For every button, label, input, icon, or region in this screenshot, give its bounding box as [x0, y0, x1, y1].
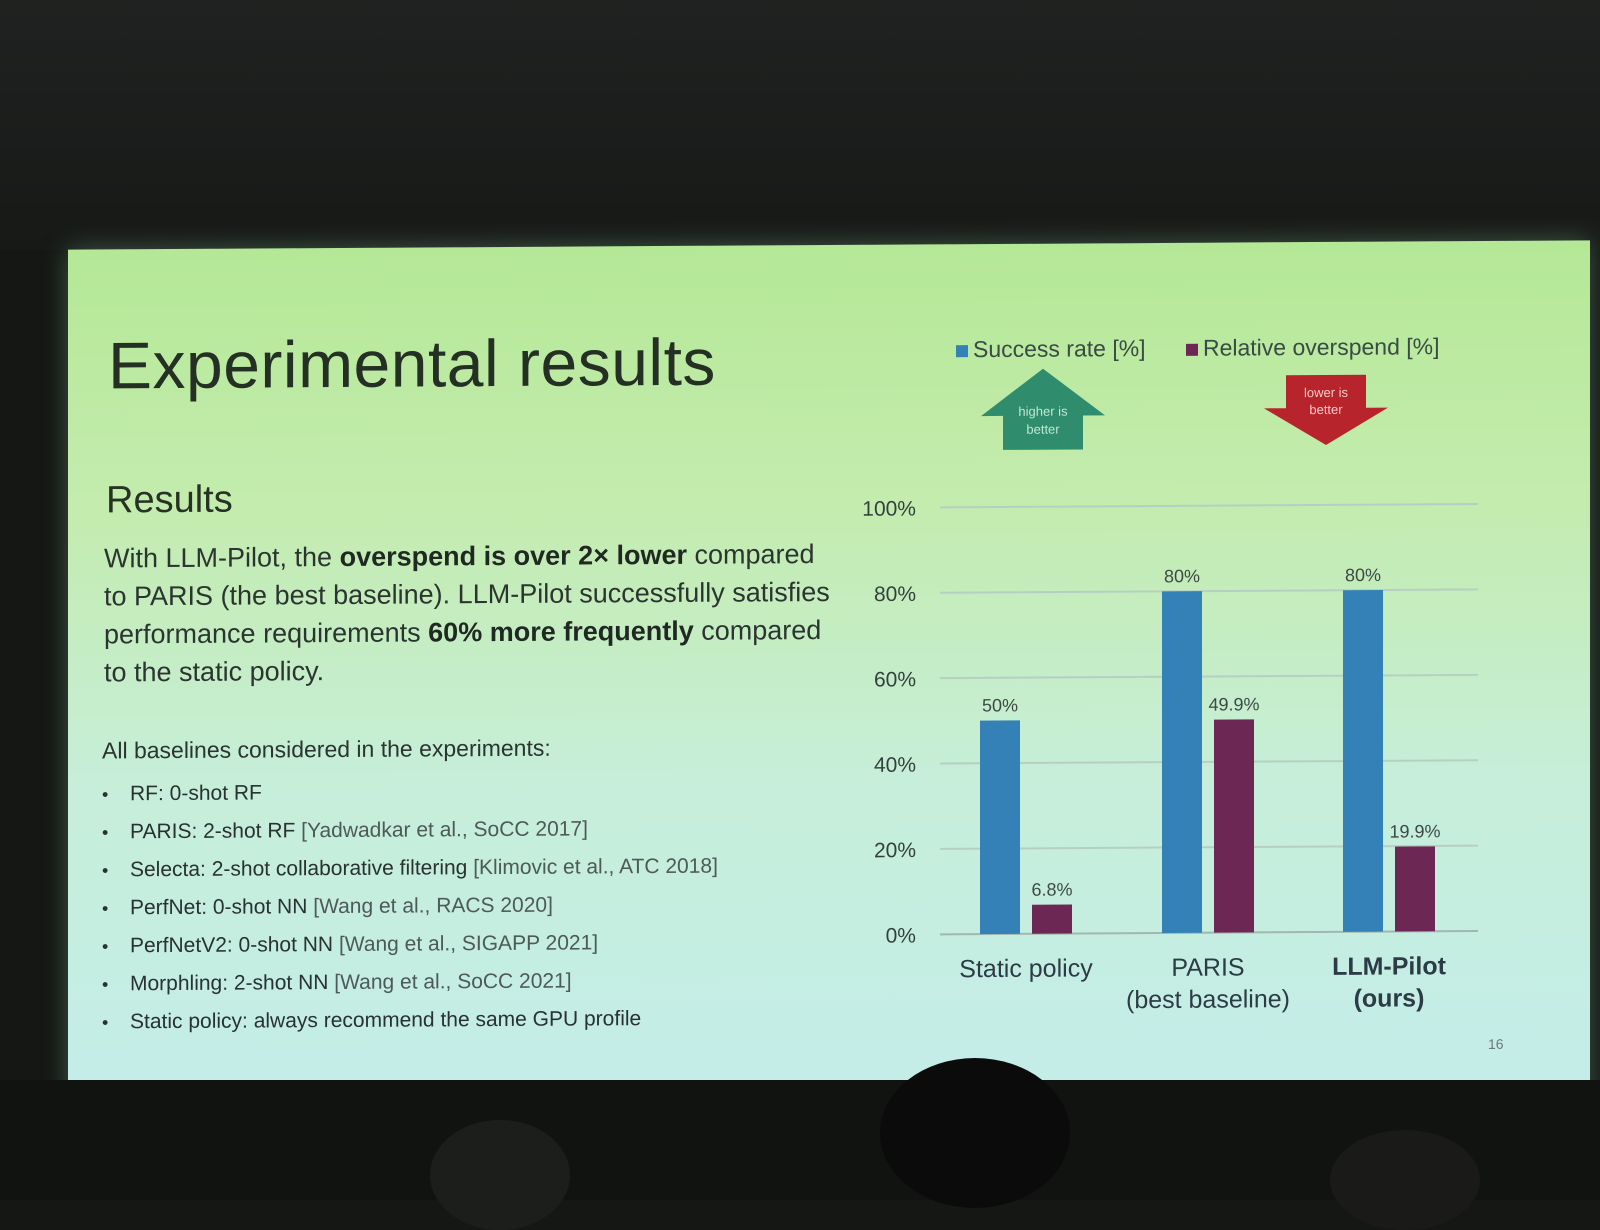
data-label: 50%: [982, 695, 1018, 715]
data-label: 19.9%: [1389, 821, 1440, 841]
projected-slide: Experimental results Results With LLM-Pi…: [68, 240, 1590, 1112]
bar: [1032, 904, 1072, 934]
data-label: 6.8%: [1031, 879, 1072, 899]
bar: [1162, 591, 1202, 933]
y-tick-label: 20%: [874, 839, 916, 862]
annotation-text: higher is: [1018, 404, 1068, 419]
data-label: 49.9%: [1208, 694, 1259, 714]
bar: [1395, 846, 1435, 932]
gridline: [940, 588, 1478, 594]
y-tick-label: 0%: [886, 924, 916, 947]
gridline: [940, 759, 1478, 765]
room-wall: [0, 0, 1600, 250]
bar-chart: 0% 20% 40% 60% 80% 100% 50% 80% 80% 6.8% 49.9% 19.9…: [862, 333, 1478, 1014]
annotation-text: lower is: [1304, 385, 1349, 400]
bar: [1214, 719, 1254, 933]
annotation-text: better: [1309, 402, 1343, 417]
category-label: PARIS: [1171, 953, 1244, 981]
gridline: [940, 503, 1478, 509]
annotation-text: better: [1026, 422, 1060, 437]
bar: [980, 720, 1020, 935]
bar: [1343, 590, 1383, 932]
gridline: [940, 673, 1478, 680]
y-tick-label: 60%: [874, 668, 916, 691]
legend-label: Relative overspend [%]: [1203, 333, 1440, 360]
audience-head: [430, 1120, 570, 1230]
category-label: LLM-Pilot: [1332, 952, 1447, 981]
audience-area: [0, 1058, 1600, 1230]
arrow-down-icon: [1264, 374, 1388, 445]
page-number: 16: [1488, 1035, 1504, 1052]
category-label: Static policy: [959, 954, 1093, 983]
legend-swatch: [1186, 343, 1198, 356]
y-tick-label: 100%: [862, 497, 916, 520]
category-label: (ours): [1354, 984, 1425, 1012]
category-label: (best baseline): [1126, 985, 1290, 1014]
legend-swatch: [956, 345, 968, 358]
data-label: 80%: [1345, 565, 1381, 585]
arrow-up-icon: [981, 368, 1105, 450]
y-tick-label: 80%: [874, 583, 916, 606]
gridline: [940, 844, 1478, 850]
y-tick-label: 40%: [874, 754, 916, 777]
gridline: [940, 930, 1478, 936]
data-label: 80%: [1164, 566, 1200, 586]
audience-head: [880, 1058, 1070, 1208]
audience-head: [1330, 1130, 1480, 1230]
legend-label: Success rate [%]: [973, 335, 1146, 362]
